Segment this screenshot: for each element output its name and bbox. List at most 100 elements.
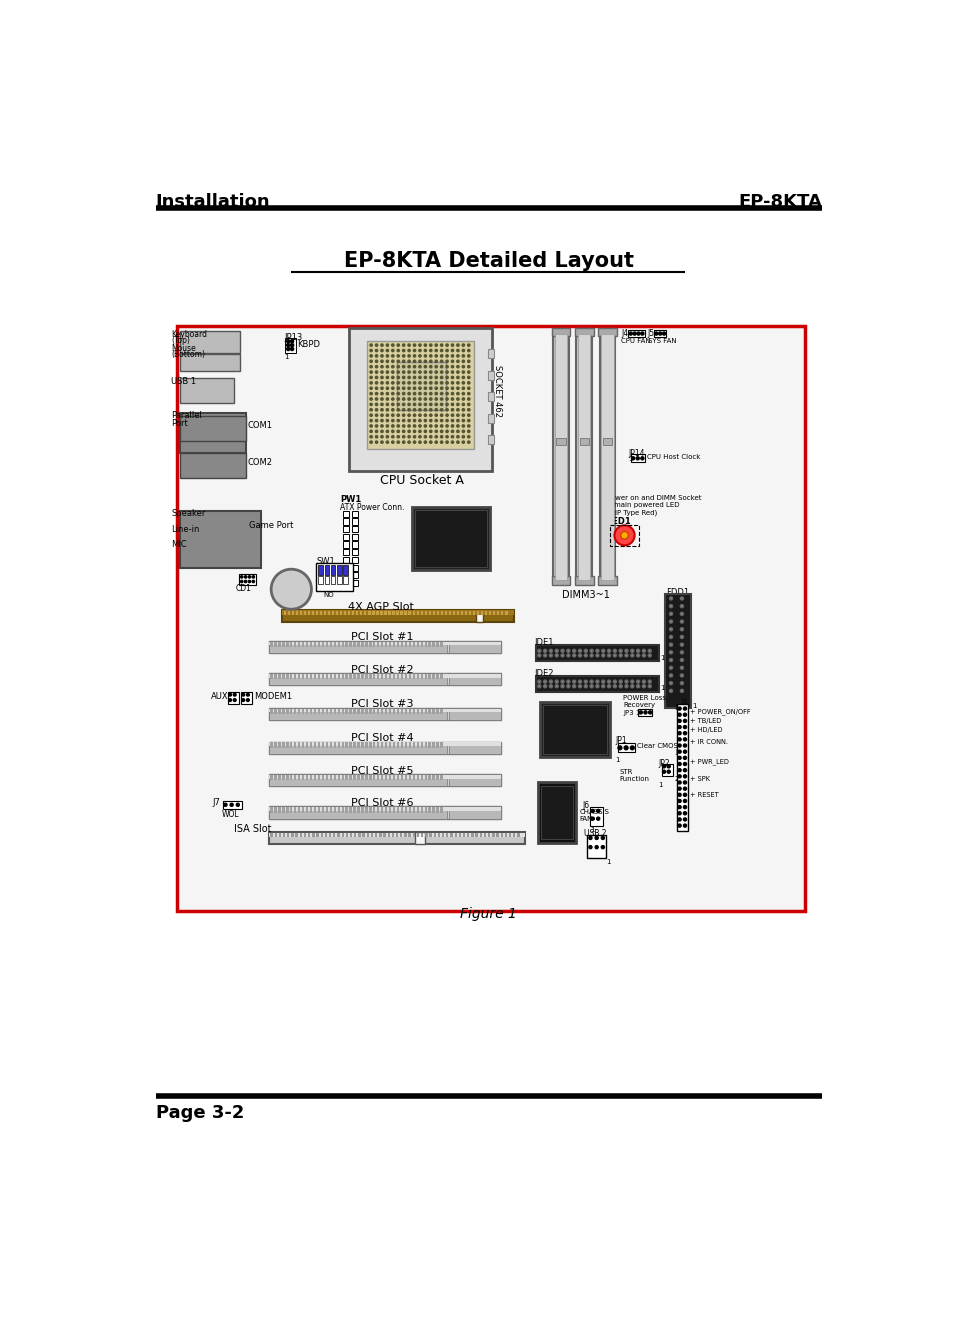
Bar (274, 641, 276, 647)
Circle shape (375, 377, 377, 378)
Bar (314, 807, 315, 812)
Text: CPU Host Clock: CPU Host Clock (646, 454, 700, 461)
Circle shape (370, 420, 372, 422)
Circle shape (402, 430, 404, 433)
Circle shape (386, 343, 388, 346)
Circle shape (418, 430, 420, 433)
Circle shape (679, 605, 682, 608)
Circle shape (408, 355, 410, 357)
Circle shape (618, 649, 621, 652)
Circle shape (607, 649, 610, 652)
Circle shape (413, 377, 416, 378)
Circle shape (467, 361, 470, 362)
Bar (448, 807, 500, 819)
Circle shape (370, 430, 372, 433)
Circle shape (246, 693, 249, 696)
Bar (480, 611, 483, 616)
Bar (269, 774, 447, 787)
Bar (489, 611, 491, 616)
Text: EP-8KTA Detailed Layout: EP-8KTA Detailed Layout (344, 251, 633, 271)
Circle shape (591, 810, 594, 812)
Circle shape (370, 441, 372, 444)
Circle shape (590, 680, 593, 683)
Bar (488, 349, 494, 358)
Bar (488, 832, 490, 838)
Bar (337, 673, 339, 679)
Bar (416, 743, 418, 748)
Bar (436, 807, 438, 812)
Bar (628, 330, 645, 338)
Circle shape (429, 425, 432, 428)
Bar (399, 832, 402, 838)
Circle shape (467, 393, 470, 394)
Circle shape (392, 403, 394, 406)
Circle shape (440, 403, 442, 406)
Text: Battery: Battery (271, 582, 312, 593)
Bar (302, 641, 304, 647)
Circle shape (590, 684, 593, 688)
Circle shape (669, 659, 672, 661)
Circle shape (583, 653, 587, 657)
Circle shape (424, 343, 426, 346)
Circle shape (370, 393, 372, 394)
Bar (269, 641, 447, 653)
Bar (269, 832, 524, 844)
Bar (325, 673, 328, 679)
Circle shape (435, 393, 436, 394)
Bar (393, 641, 395, 647)
Bar (513, 832, 515, 838)
Bar (269, 741, 447, 754)
Circle shape (440, 414, 442, 417)
Circle shape (375, 409, 377, 411)
Bar (343, 557, 349, 562)
Circle shape (613, 653, 616, 657)
Bar (179, 331, 240, 353)
Bar (389, 641, 391, 647)
Bar (537, 783, 576, 843)
Circle shape (451, 425, 454, 428)
Circle shape (413, 393, 416, 394)
Circle shape (375, 366, 377, 367)
Bar (471, 832, 473, 838)
Bar (339, 611, 342, 616)
Bar (661, 764, 672, 776)
Text: FDD1: FDD1 (666, 588, 689, 597)
Circle shape (435, 355, 436, 357)
Bar (458, 832, 460, 838)
Circle shape (429, 387, 432, 389)
Circle shape (647, 680, 651, 683)
Bar (330, 775, 332, 780)
Bar (343, 518, 349, 525)
Circle shape (679, 673, 682, 677)
Bar (337, 641, 339, 647)
Text: Port: Port (171, 420, 188, 428)
Circle shape (456, 355, 458, 357)
Bar (365, 673, 367, 679)
Circle shape (678, 799, 680, 803)
Circle shape (596, 653, 598, 657)
Circle shape (435, 436, 436, 438)
Bar (385, 708, 387, 713)
Bar (484, 611, 487, 616)
Bar (396, 673, 398, 679)
Bar (270, 708, 273, 713)
Text: 1: 1 (674, 822, 679, 827)
Circle shape (601, 684, 604, 688)
Circle shape (380, 371, 383, 373)
Circle shape (537, 680, 540, 683)
Circle shape (445, 393, 448, 394)
Bar (270, 832, 273, 838)
Bar (324, 576, 329, 584)
Text: JP2: JP2 (658, 759, 670, 768)
Circle shape (440, 377, 442, 378)
Circle shape (456, 343, 458, 346)
Circle shape (451, 436, 454, 438)
Bar (315, 562, 353, 591)
Bar (385, 641, 387, 647)
Circle shape (246, 699, 249, 701)
Bar (387, 832, 390, 838)
Circle shape (641, 653, 645, 657)
Bar (413, 708, 415, 713)
Circle shape (392, 425, 394, 428)
Circle shape (669, 636, 672, 639)
